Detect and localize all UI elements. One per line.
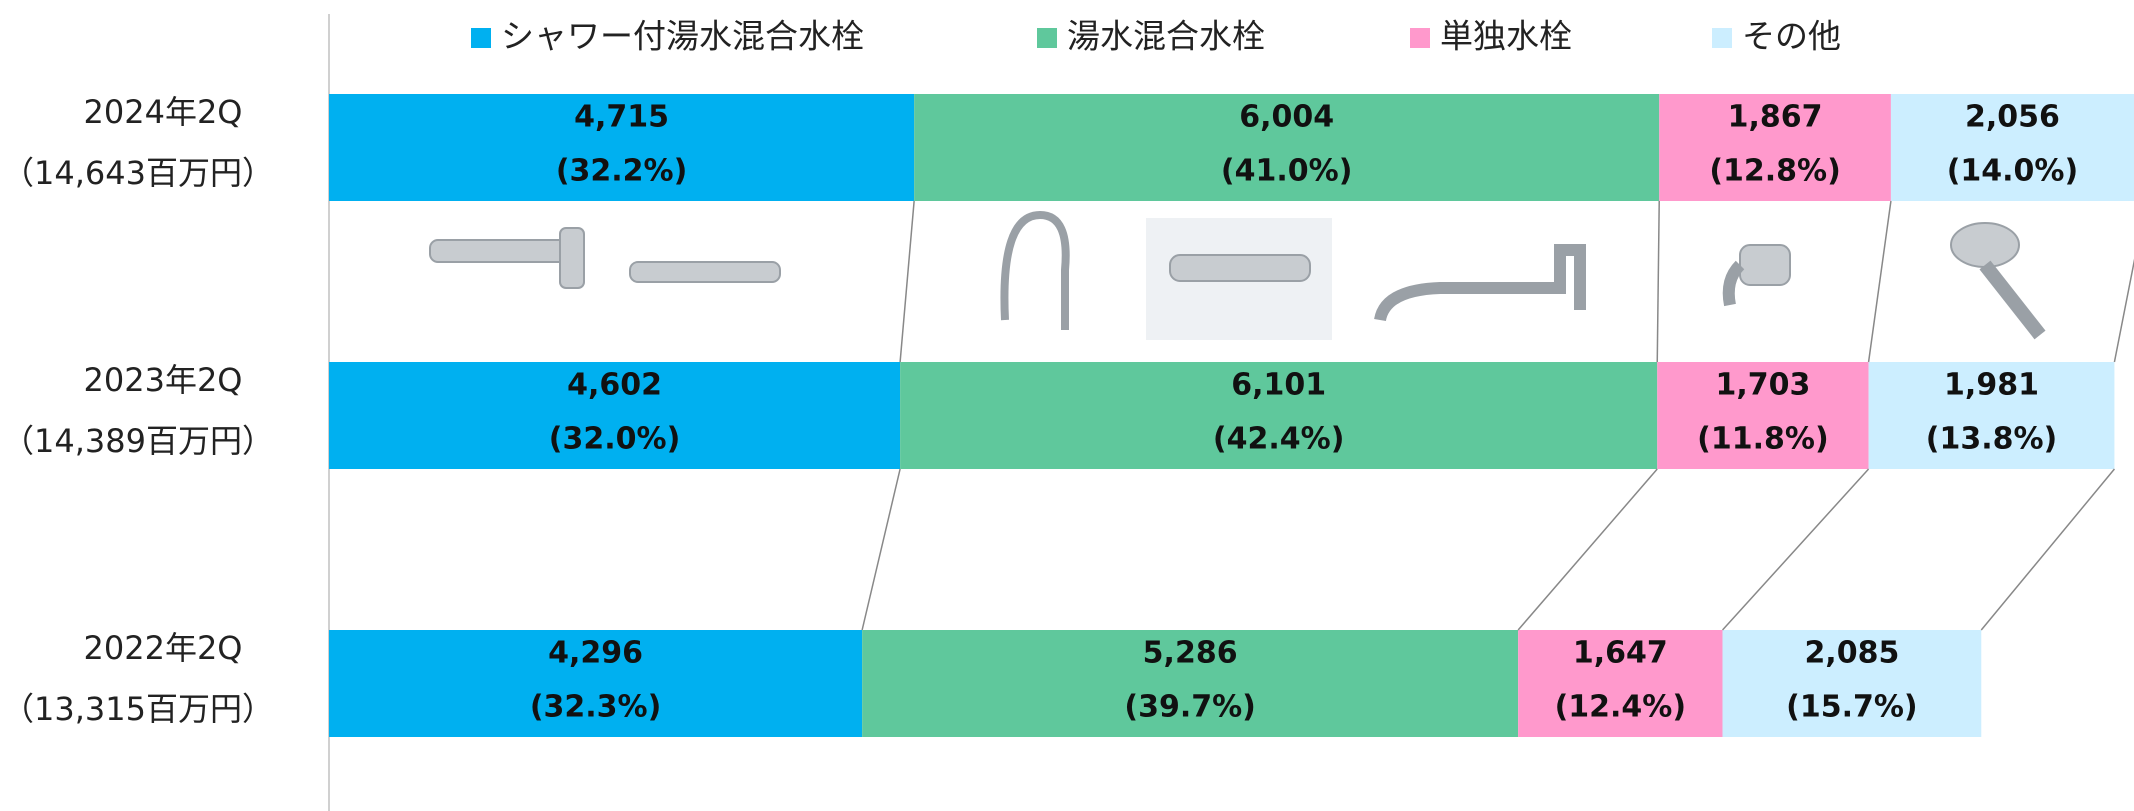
share-label: (41.0%) [1221, 154, 1353, 189]
connector [900, 201, 914, 362]
photo-faucet [560, 228, 584, 288]
legend-label: その他 [1742, 17, 1841, 56]
category-total: （14,389百万円） [2, 422, 274, 460]
value-label: 4,602 [567, 368, 662, 403]
photo-faucet [630, 262, 780, 282]
photo-faucet [1729, 265, 1740, 305]
value-label: 1,981 [1944, 368, 2039, 403]
value-label: 1,703 [1715, 368, 1810, 403]
legend-swatch [1410, 28, 1430, 48]
photo-faucet [430, 240, 580, 262]
category-label: 2022年2Q [84, 629, 243, 667]
legend-swatch [1712, 28, 1732, 48]
category-total: （14,643百万円） [2, 154, 274, 192]
photo-shower [1985, 265, 2040, 335]
share-label: (39.7%) [1124, 690, 1256, 725]
value-label: 4,715 [574, 100, 669, 135]
value-label: 6,004 [1239, 100, 1334, 135]
share-label: (13.8%) [1926, 422, 2058, 457]
share-label: (12.8%) [1709, 154, 1841, 189]
share-label: (32.0%) [549, 422, 681, 457]
value-label: 2,085 [1804, 636, 1899, 671]
share-label: (42.4%) [1213, 422, 1345, 457]
category-total: （13,315百万円） [2, 690, 274, 728]
share-label: (32.3%) [530, 690, 662, 725]
photo-shower [1951, 223, 2019, 267]
photo-faucet [1380, 250, 1580, 320]
chart: シャワー付湯水混合水栓 湯水混合水栓 単独水栓 その他 2024年2Q （14,643百万… [0, 0, 2134, 811]
share-label: (14.0%) [1947, 154, 2079, 189]
share-label: (12.4%) [1555, 690, 1687, 725]
legend-label: 単独水栓 [1440, 17, 1572, 56]
value-label: 2,056 [1965, 100, 2060, 135]
connector [1518, 469, 1657, 630]
category-label: 2024年2Q [84, 93, 243, 131]
legend-label: 湯水混合水栓 [1067, 17, 1265, 56]
photo-faucet [1004, 215, 1065, 330]
connector [1723, 469, 1869, 630]
share-label: (11.8%) [1697, 422, 1829, 457]
share-label: (15.7%) [1786, 690, 1918, 725]
connector [1981, 469, 2114, 630]
value-label: 6,101 [1231, 368, 1326, 403]
photo-faucet [1740, 245, 1790, 285]
connector [862, 469, 900, 630]
value-label: 1,647 [1573, 636, 1668, 671]
value-label: 1,867 [1728, 100, 1823, 135]
share-label: (32.2%) [556, 154, 688, 189]
connector [1869, 201, 1891, 362]
connector [1657, 201, 1659, 362]
value-label: 5,286 [1143, 636, 1238, 671]
product-photos [430, 215, 2040, 340]
page: {"chart_data": { "type": "bar", "orienta… [0, 0, 2134, 811]
legend-swatch [471, 28, 491, 48]
value-label: 4,296 [548, 636, 643, 671]
legend-swatch [1037, 28, 1057, 48]
connector [2114, 201, 2134, 362]
photo-faucet [1170, 255, 1310, 281]
legend-label: シャワー付湯水混合水栓 [501, 17, 864, 56]
category-label: 2023年2Q [84, 361, 243, 399]
